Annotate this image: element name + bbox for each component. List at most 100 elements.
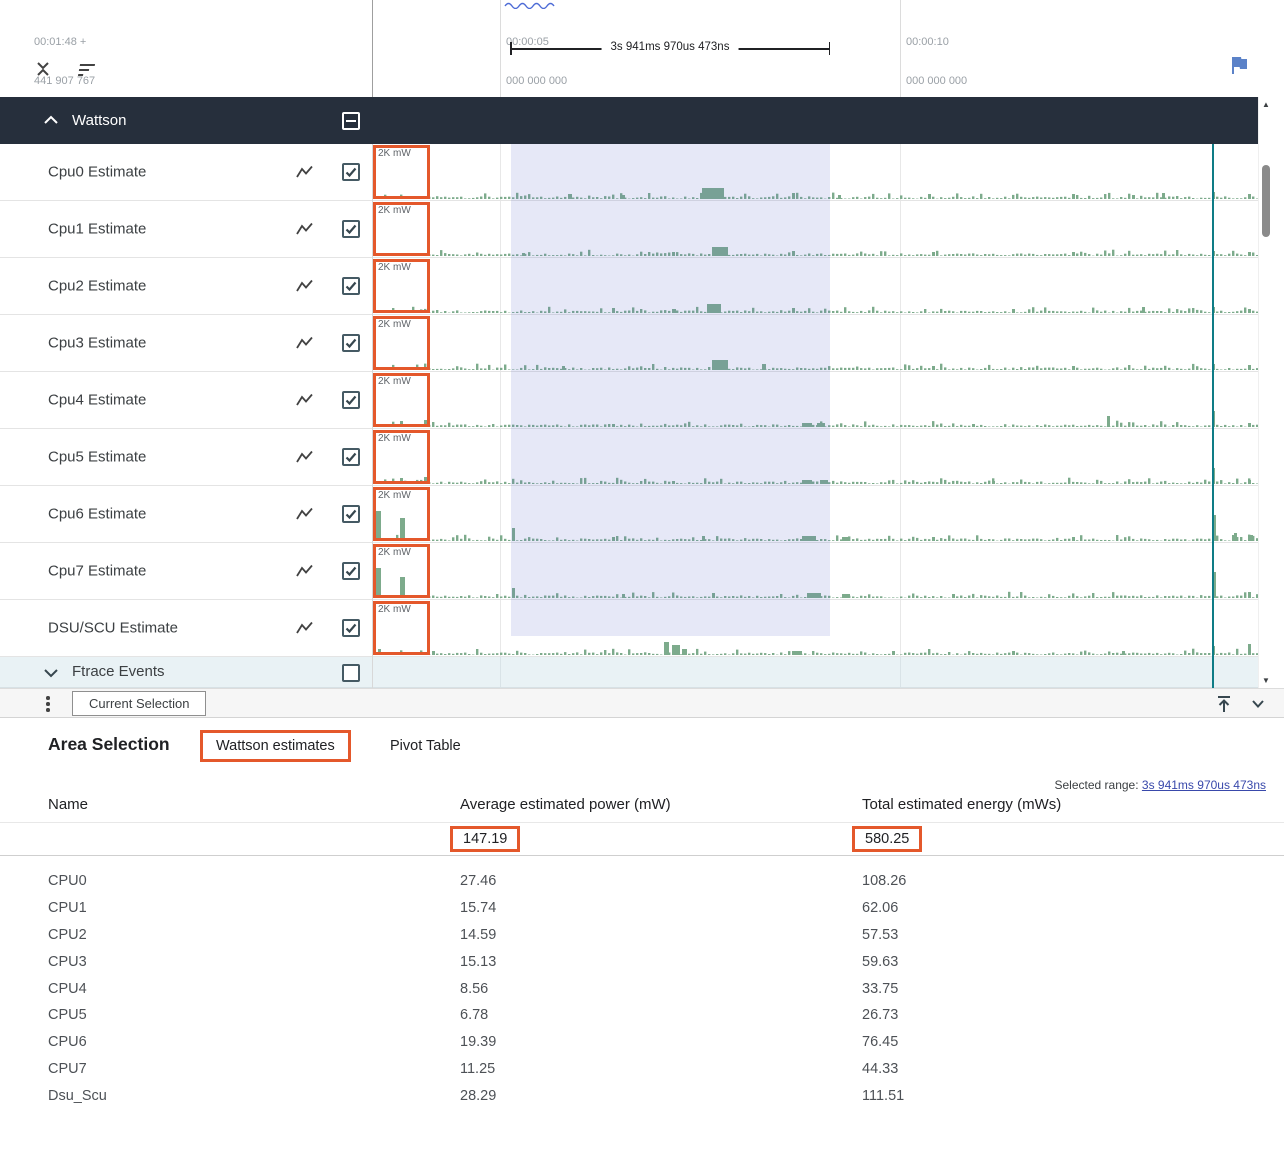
cell-name: CPU7: [48, 1060, 87, 1077]
track-checkbox-checked[interactable]: [342, 562, 360, 580]
selected-range-link[interactable]: 3s 941ms 970us 473ns: [1141, 778, 1266, 792]
selection-span-ruler: 3s 941ms 970us 473ns: [510, 40, 830, 56]
track-shell: Cpu2 Estimate: [0, 258, 372, 314]
cell-avg-power: 15.74: [460, 900, 497, 917]
line-chart-icon: [296, 450, 314, 464]
time-marker-sub: 000 000 000: [906, 75, 968, 87]
group-checkbox-unchecked[interactable]: [342, 664, 360, 682]
cell-total-energy: 76.45: [862, 1034, 899, 1051]
track-label: Cpu0 Estimate: [48, 163, 147, 181]
cell-name: CPU4: [48, 980, 87, 997]
time-marker-time: 00:01:48 +: [34, 36, 87, 48]
scrollbar-thumb[interactable]: [1262, 165, 1270, 237]
track-row: Cpu1 Estimate 2K mW: [0, 201, 1258, 258]
time-marker: 00:00:05 000 000 000: [506, 10, 567, 114]
line-chart-icon: [296, 507, 314, 521]
cell-avg-power: 11.25: [460, 1060, 496, 1077]
table-body: CPU0 27.46 108.26 CPU1 15.74 62.06 CPU2 …: [0, 868, 1284, 1109]
cell-avg-power: 14.59: [460, 926, 497, 943]
cell-name: CPU0: [48, 873, 87, 890]
track-checkbox-checked[interactable]: [342, 163, 360, 181]
cell-total-energy: 59.63: [862, 953, 899, 970]
track-row: Cpu2 Estimate 2K mW: [0, 258, 1258, 315]
collapse-tracks-icon[interactable]: [34, 60, 52, 83]
track-label: DSU/SCU Estimate: [48, 619, 179, 637]
span-cap-right: [828, 42, 830, 55]
waveform-svg: [372, 247, 1258, 256]
cell-total-energy: 111.51: [862, 1087, 905, 1104]
tab-wattson-estimates[interactable]: Wattson estimates: [200, 730, 351, 762]
timeline-header: 00:01:48 + 441 907 767 00:00:05 000 000 …: [0, 0, 1284, 97]
cell-total-energy: 44.33: [862, 1060, 899, 1077]
track-checkbox-checked[interactable]: [342, 277, 360, 295]
track-waveform[interactable]: 2K mW: [372, 600, 1258, 656]
track-label: Cpu3 Estimate: [48, 334, 147, 352]
waveform-svg: [372, 642, 1258, 655]
track-waveform[interactable]: 2K mW: [372, 201, 1258, 257]
track-waveform[interactable]: 2K mW: [372, 372, 1258, 428]
cell-avg-power: 27.46: [460, 873, 497, 890]
track-checkbox-checked[interactable]: [342, 505, 360, 523]
waveform-svg: [372, 568, 1258, 598]
track-scale-label: 2K mW: [378, 490, 411, 501]
track-row: Cpu0 Estimate 2K mW: [0, 144, 1258, 201]
flag-icon[interactable]: [1227, 53, 1251, 82]
track-row: Cpu7 Estimate 2K mW: [0, 543, 1258, 600]
line-chart-icon: [296, 336, 314, 350]
tab-pivot-table[interactable]: Pivot Table: [390, 738, 461, 754]
track-label: Cpu6 Estimate: [48, 505, 147, 523]
track-waveform[interactable]: 2K mW: [372, 543, 1258, 599]
track-waveform[interactable]: 2K mW: [372, 486, 1258, 542]
track-waveform[interactable]: 2K mW: [372, 258, 1258, 314]
span-duration-label: 3s 941ms 970us 473ns: [601, 41, 739, 53]
table-header: Name Average estimated power (mW) Total …: [0, 796, 1284, 823]
table-row: Dsu_Scu 28.29 111.51: [0, 1082, 1284, 1109]
scroll-down-arrow[interactable]: ▼: [1262, 676, 1270, 685]
annotation-box: [373, 544, 430, 598]
time-marker: 00:00:10 000 000 000: [906, 10, 967, 114]
track-shell: Cpu7 Estimate: [0, 543, 372, 599]
annotated-total-avg: 147.19: [450, 826, 521, 852]
track-checkbox-checked[interactable]: [342, 220, 360, 238]
chevron-down-icon[interactable]: [42, 665, 60, 681]
track-waveform[interactable]: 2K mW: [372, 429, 1258, 485]
line-chart-icon: [296, 222, 314, 236]
chevron-up-icon[interactable]: [42, 112, 60, 133]
track-checkbox-checked[interactable]: [342, 334, 360, 352]
cell-total-energy: 108.26: [862, 873, 907, 890]
track-group-wattson[interactable]: Wattson: [0, 97, 1258, 144]
track-waveform[interactable]: 2K mW: [372, 144, 1258, 200]
chevron-down-icon[interactable]: [1248, 694, 1268, 714]
kebab-menu-icon[interactable]: [46, 696, 50, 712]
table-row: CPU2 14.59 57.53: [0, 922, 1284, 949]
filter-sort-icon[interactable]: [76, 62, 96, 83]
track-scale-label: 2K mW: [378, 547, 411, 558]
track-checkbox-checked[interactable]: [342, 619, 360, 637]
vertical-scrollbar[interactable]: ▲ ▼: [1258, 97, 1274, 688]
time-marker: 00:01:48 + 441 907 767: [34, 10, 95, 114]
track-label: Cpu4 Estimate: [48, 391, 147, 409]
waveform-svg: [372, 304, 1258, 313]
scroll-up-arrow[interactable]: ▲: [1262, 100, 1270, 109]
track-shell: DSU/SCU Estimate: [0, 600, 372, 656]
track-waveform[interactable]: 2K mW: [372, 315, 1258, 371]
col-avg-power: Average estimated power (mW): [460, 796, 671, 813]
cell-avg-power: 19.39: [460, 1034, 497, 1051]
time-marker-time: 00:00:10: [906, 36, 949, 48]
line-chart-icon: [296, 393, 314, 407]
col-name: Name: [48, 796, 89, 813]
track-label: Cpu1 Estimate: [48, 220, 147, 238]
expand-panel-icon[interactable]: [1214, 693, 1234, 715]
cell-name: CPU6: [48, 1034, 87, 1051]
track-checkbox-checked[interactable]: [342, 448, 360, 466]
panel-title: Area Selection: [48, 734, 170, 754]
track-group-ftrace[interactable]: Ftrace Events: [0, 657, 1258, 688]
track-shell: Cpu6 Estimate: [0, 486, 372, 542]
annotation-box: [373, 373, 430, 427]
tab-current-selection[interactable]: Current Selection: [72, 691, 207, 716]
group-checkbox-indeterminate[interactable]: [342, 112, 360, 130]
track-checkbox-checked[interactable]: [342, 391, 360, 409]
cell-total-energy: 57.53: [862, 926, 899, 943]
track-row: Cpu4 Estimate 2K mW: [0, 372, 1258, 429]
